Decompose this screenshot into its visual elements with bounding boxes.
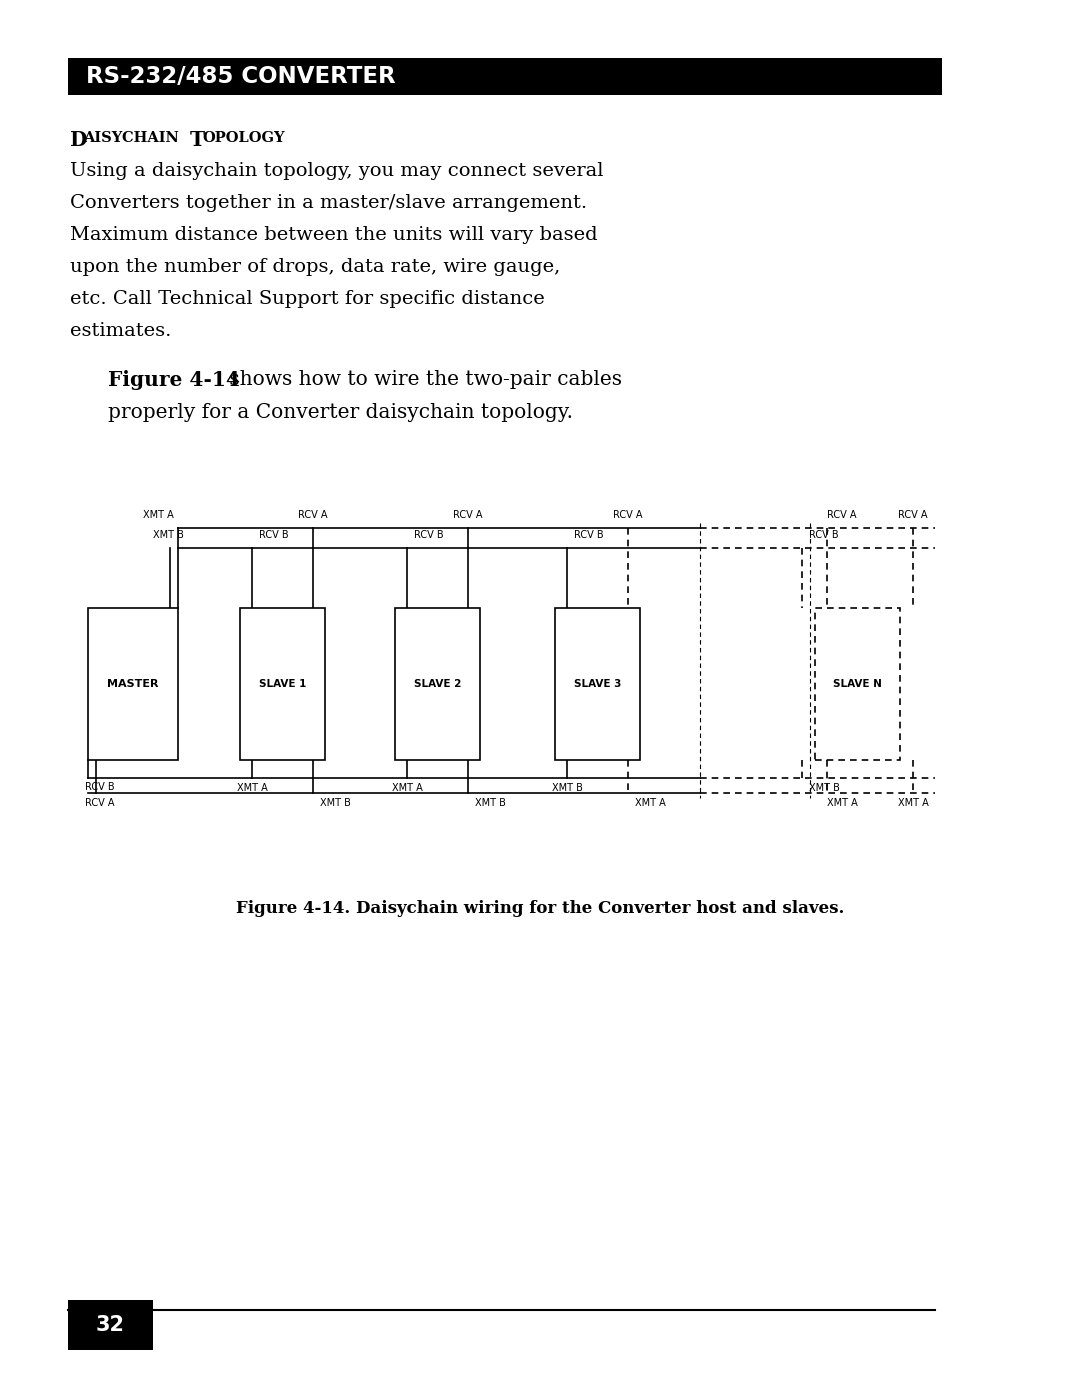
Text: XMT B: XMT B [809, 782, 839, 793]
Text: OPOLOGY: OPOLOGY [202, 131, 284, 145]
Text: SLAVE 1: SLAVE 1 [259, 679, 307, 689]
Text: XMT B: XMT B [320, 798, 350, 807]
Text: etc. Call Technical Support for specific distance: etc. Call Technical Support for specific… [70, 291, 544, 307]
Text: RCV A: RCV A [613, 510, 643, 520]
Text: upon the number of drops, data rate, wire gauge,: upon the number of drops, data rate, wir… [70, 258, 561, 277]
Bar [555, 608, 640, 760]
Bar [395, 608, 480, 760]
Text: T: T [190, 130, 205, 149]
Text: MASTER: MASTER [107, 679, 159, 689]
Text: XMT A: XMT A [897, 798, 929, 807]
Text: D: D [70, 130, 87, 149]
Text: RCV B: RCV B [85, 782, 114, 792]
Text: RCV A: RCV A [85, 798, 114, 807]
Text: XMT B: XMT B [552, 782, 582, 793]
Text: RCV A: RCV A [827, 510, 856, 520]
Text: XMT A: XMT A [635, 798, 665, 807]
Text: Figure 4-14: Figure 4-14 [108, 370, 240, 390]
Text: RCV B: RCV B [575, 529, 604, 541]
Text: XMT A: XMT A [143, 510, 174, 520]
Bar [815, 608, 900, 760]
Text: properly for a Converter daisychain topology.: properly for a Converter daisychain topo… [108, 402, 573, 422]
Text: RCV A: RCV A [899, 510, 928, 520]
Text: SLAVE 3: SLAVE 3 [573, 679, 621, 689]
Bar [87, 608, 178, 760]
Text: RCV B: RCV B [809, 529, 839, 541]
Text: estimates.: estimates. [70, 321, 172, 339]
Text: AISYCHAIN: AISYCHAIN [83, 131, 179, 145]
Text: XMT A: XMT A [237, 782, 268, 793]
Text: Converters together in a master/slave arrangement.: Converters together in a master/slave ar… [70, 194, 588, 212]
Text: RS-232/485 CONVERTER: RS-232/485 CONVERTER [86, 66, 395, 88]
Bar [68, 59, 942, 95]
Bar [68, 1301, 153, 1350]
Text: RCV A: RCV A [298, 510, 327, 520]
Text: Using a daisychain topology, you may connect several: Using a daisychain topology, you may con… [70, 162, 604, 180]
Text: XMT B: XMT B [153, 529, 184, 541]
Text: RCV A: RCV A [454, 510, 483, 520]
Text: 32: 32 [96, 1315, 125, 1336]
Text: RCV B: RCV B [415, 529, 444, 541]
Text: XMT A: XMT A [392, 782, 422, 793]
Text: SLAVE 2: SLAVE 2 [414, 679, 461, 689]
Text: SLAVE N: SLAVE N [833, 679, 882, 689]
Text: shows how to wire the two-pair cables: shows how to wire the two-pair cables [222, 370, 622, 388]
Text: XMT A: XMT A [827, 798, 858, 807]
Text: Maximum distance between the units will vary based: Maximum distance between the units will … [70, 226, 597, 244]
Text: XMT B: XMT B [474, 798, 505, 807]
Text: RCV B: RCV B [259, 529, 288, 541]
Text: Figure 4-14. Daisychain wiring for the Converter host and slaves.: Figure 4-14. Daisychain wiring for the C… [235, 900, 845, 916]
Bar [240, 608, 325, 760]
